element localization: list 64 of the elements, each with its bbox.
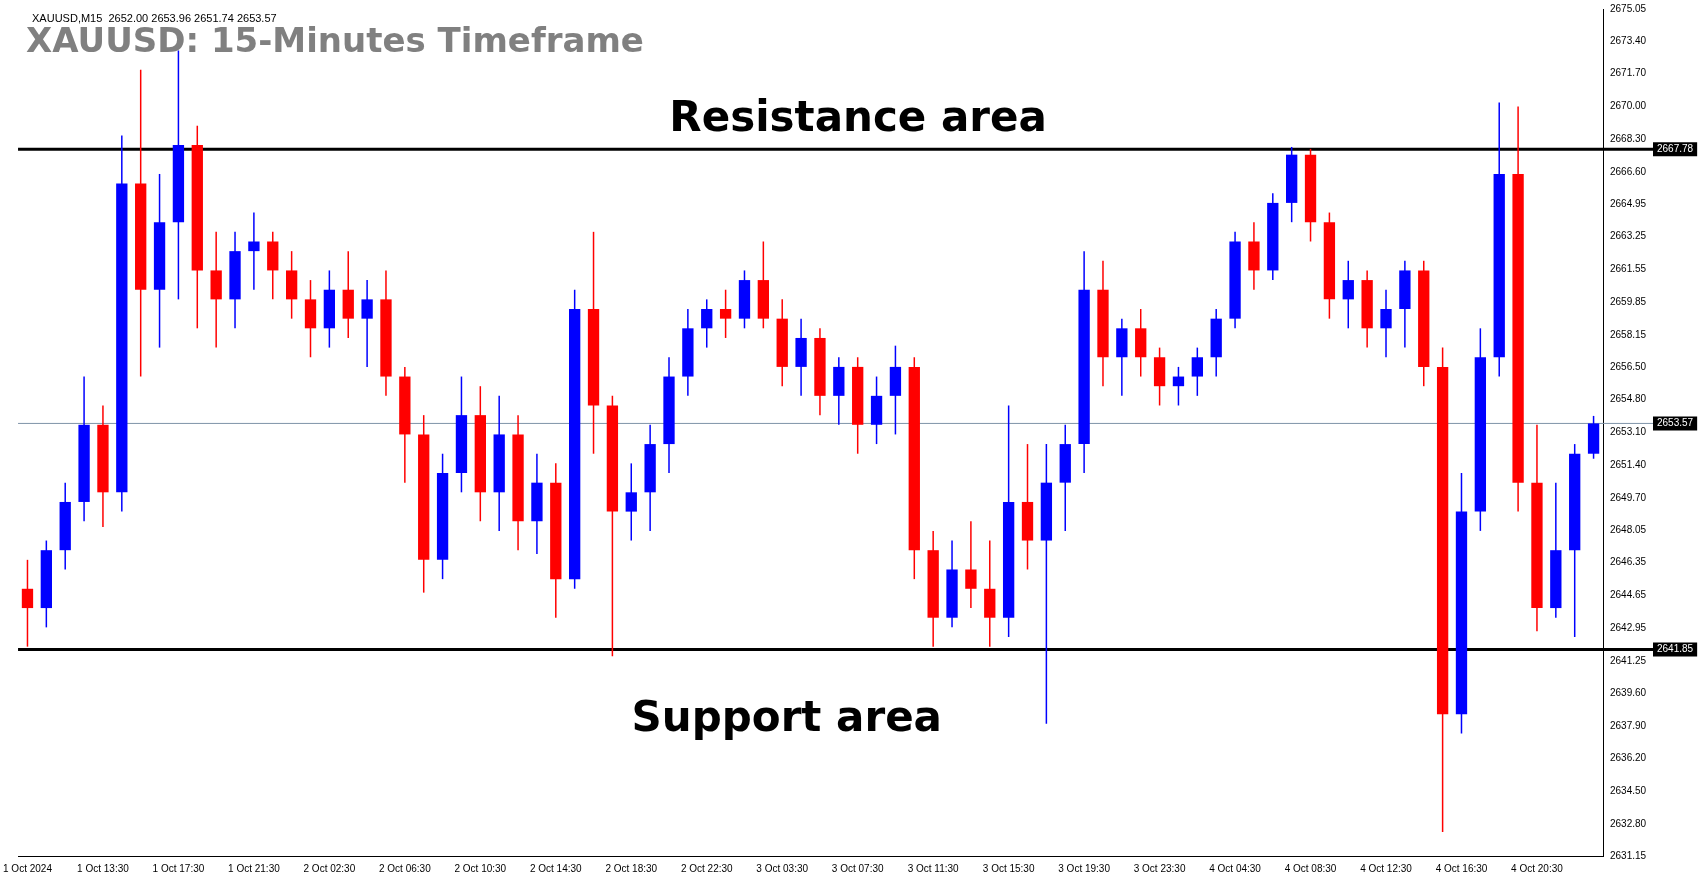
- candlestick: [701, 298, 713, 349]
- y-tick-label: 2673.40: [1610, 34, 1647, 46]
- ref-line-label: 2641.85: [1657, 643, 1694, 655]
- x-tick-label: 1 Oct 17:30: [152, 862, 205, 874]
- candlestick: [21, 559, 34, 648]
- x-tick-label: 1 Oct 13:30: [77, 862, 130, 874]
- y-tick-label: 2636.20: [1610, 752, 1647, 764]
- y-tick-label: 2631.15: [1610, 849, 1647, 861]
- x-tick-label: 3 Oct 03:30: [756, 862, 809, 874]
- y-tick-label: 2658.15: [1610, 328, 1647, 340]
- annotation: Resistance area: [669, 92, 1047, 141]
- annotation: Support area: [631, 692, 942, 741]
- y-tick-label: 2634.50: [1610, 785, 1647, 797]
- x-tick-label: 2 Oct 18:30: [605, 862, 658, 874]
- candlestick: [1191, 346, 1203, 397]
- y-tick-label: 2664.95: [1610, 197, 1647, 209]
- candlestick: [965, 520, 977, 609]
- y-tick-label: 2646.35: [1610, 556, 1647, 568]
- y-tick-label: 2668.30: [1610, 132, 1647, 144]
- y-tick-label: 2649.70: [1610, 491, 1647, 503]
- x-tick-label: 4 Oct 04:30: [1209, 862, 1262, 874]
- candlestick: [1342, 260, 1354, 330]
- x-tick-label: 3 Oct 23:30: [1133, 862, 1186, 874]
- y-tick-label: 2639.60: [1610, 686, 1647, 698]
- y-tick-label: 2670.00: [1610, 100, 1647, 112]
- y-tick-label: 2641.25: [1610, 654, 1647, 666]
- y-tick-label: 2656.50: [1610, 360, 1647, 372]
- y-tick-label: 2661.55: [1610, 263, 1647, 275]
- x-tick-label: 3 Oct 11:30: [907, 862, 960, 874]
- x-tick-label: 1 Oct 21:30: [228, 862, 281, 874]
- x-tick-label: 4 Oct 12:30: [1360, 862, 1413, 874]
- y-tick-label: 2659.85: [1610, 296, 1647, 308]
- x-tick-label: 4 Oct 16:30: [1435, 862, 1488, 874]
- y-tick-label: 2654.80: [1610, 393, 1647, 405]
- y-tick-label: 2653.10: [1610, 426, 1647, 438]
- x-tick-label: 2 Oct 06:30: [378, 862, 432, 874]
- x-tick-label: 2 Oct 02:30: [303, 862, 356, 874]
- candlestick: [248, 211, 260, 291]
- candlestick: [1172, 366, 1185, 407]
- x-tick-label: 2 Oct 10:30: [454, 862, 507, 874]
- x-tick-label: 3 Oct 07:30: [831, 862, 884, 874]
- y-tick-label: 2642.95: [1610, 622, 1647, 634]
- x-tick-label: 1 Oct 2024: [3, 862, 53, 874]
- y-tick-label: 2632.80: [1610, 817, 1647, 829]
- x-tick-label: 2 Oct 14:30: [529, 862, 583, 874]
- candlestick: [625, 462, 637, 542]
- y-tick-label: 2666.60: [1610, 165, 1647, 177]
- candlestick: [719, 288, 732, 339]
- y-tick-label: 2651.40: [1610, 459, 1647, 471]
- y-tick-label: 2648.05: [1610, 523, 1647, 535]
- x-tick-label: 3 Oct 19:30: [1058, 862, 1111, 874]
- y-tick-label: 2644.65: [1610, 589, 1647, 601]
- y-tick-label: 2663.25: [1610, 230, 1647, 242]
- x-tick-label: 3 Oct 15:30: [982, 862, 1035, 874]
- candlestick: [1380, 288, 1392, 358]
- x-tick-label: 2 Oct 22:30: [680, 862, 734, 874]
- candlestick: [361, 279, 373, 368]
- y-tick-label: 2637.90: [1610, 719, 1647, 731]
- y-tick-label: 2671.70: [1610, 67, 1647, 79]
- x-tick-label: 4 Oct 20:30: [1511, 862, 1564, 874]
- x-tick-label: 4 Oct 08:30: [1284, 862, 1337, 874]
- ref-line-label: 2653.57: [1657, 417, 1694, 429]
- y-tick-label: 2675.05: [1610, 2, 1647, 14]
- ref-line-label: 2667.78: [1657, 143, 1694, 155]
